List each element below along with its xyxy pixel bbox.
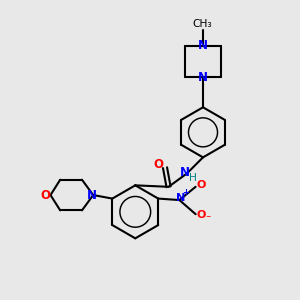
Text: N: N (176, 193, 185, 203)
Text: N: N (198, 39, 208, 52)
Text: +: + (182, 188, 189, 197)
Text: O: O (196, 210, 206, 220)
Text: ⁻: ⁻ (206, 214, 211, 224)
Text: CH₃: CH₃ (193, 19, 212, 29)
Text: N: N (179, 167, 190, 179)
Text: O: O (40, 188, 50, 202)
Text: N: N (87, 189, 97, 202)
Text: O: O (154, 158, 164, 171)
Text: H: H (189, 173, 197, 183)
Text: N: N (198, 71, 208, 84)
Text: O: O (196, 180, 206, 190)
